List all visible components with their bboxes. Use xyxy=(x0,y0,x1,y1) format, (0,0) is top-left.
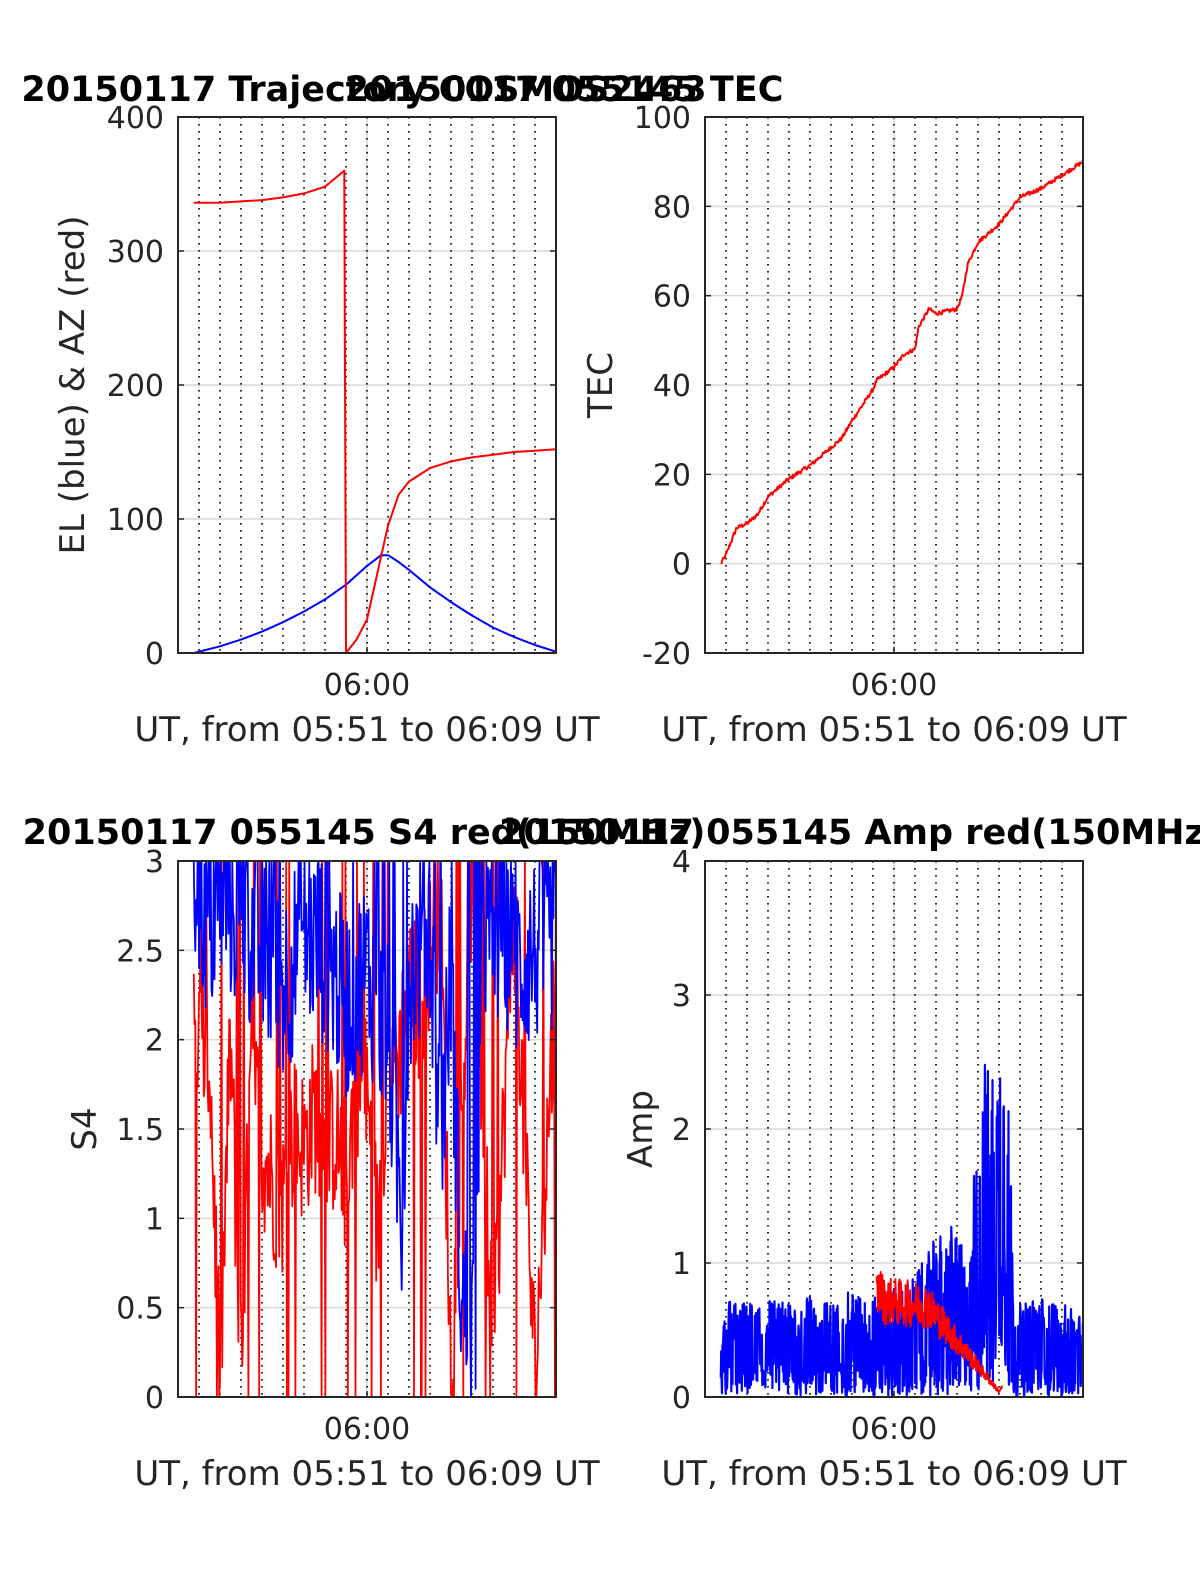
x-axis-label: UT, from 05:51 to 06:09 UT xyxy=(661,1454,1127,1494)
x-tick-label: 06:00 xyxy=(851,1412,937,1447)
y-tick-label: 80 xyxy=(653,190,691,225)
y-tick-label: 3 xyxy=(672,979,691,1014)
y-tick-label: 0 xyxy=(672,548,691,583)
series-line-red xyxy=(720,160,1084,565)
x-tick-label: 06:00 xyxy=(324,668,410,703)
y-tick-label: 0 xyxy=(145,637,164,672)
chart-panel-4: 0 1 2 3 4 06:00 UT, from 05:51 to 06:09 UT Amp 2… xyxy=(499,813,1200,1494)
y-axis-label: EL (blue) & AZ (red) xyxy=(53,215,93,554)
x-axis-label: UT, from 05:51 to 06:09 UT xyxy=(134,710,600,750)
y-tick-label: 20 xyxy=(653,458,691,493)
y-tick-label: 1 xyxy=(145,1202,164,1237)
y-tick-label: 300 xyxy=(107,235,164,270)
series-line-blue xyxy=(719,1063,1084,1399)
y-tick-label: 2 xyxy=(672,1113,691,1148)
y-tick-label: 400 xyxy=(107,101,164,136)
y-axis-label: S4 xyxy=(65,1107,105,1150)
x-tick-label: 06:00 xyxy=(851,668,937,703)
chart-title: 20150117 055145 TEC xyxy=(345,70,784,110)
chart-panel-2: -20 0 20 40 60 80 100 06:00 UT, from 05:51 to 06… xyxy=(345,70,1127,750)
y-tick-label: 60 xyxy=(653,280,691,315)
chart-title: 20150117 055145 S4 red(150MHz) xyxy=(23,813,706,853)
y-tick-label: 1.5 xyxy=(116,1113,164,1148)
series-line-red xyxy=(193,169,557,654)
series-line-red xyxy=(875,1270,1003,1394)
chart-title: 20150117 Trajectory COSMOS2463 xyxy=(21,70,706,110)
y-tick-label: 200 xyxy=(107,369,164,404)
y-tick-label: 2 xyxy=(145,1024,164,1059)
y-tick-label: 3 xyxy=(145,845,164,880)
y-tick-label: 0 xyxy=(145,1381,164,1416)
x-tick-label: 06:00 xyxy=(324,1412,410,1447)
y-tick-label: 1 xyxy=(672,1247,691,1282)
x-axis-label: UT, from 05:51 to 06:09 UT xyxy=(134,1454,600,1494)
y-tick-label: -20 xyxy=(642,637,691,672)
y-axis-label: Amp xyxy=(621,1090,661,1168)
y-tick-label: 0.5 xyxy=(116,1292,164,1327)
chart-panel-3: 0 0.5 1 1.5 2 2.5 3 06:00 UT, from 05:51 to 06:0… xyxy=(23,813,706,1494)
chart-title: 20150117 055145 Amp red(150MHz) xyxy=(499,813,1200,853)
y-tick-label: 100 xyxy=(634,101,691,136)
x-axis-label: UT, from 05:51 to 06:09 UT xyxy=(661,710,1127,750)
y-tick-label: 0 xyxy=(672,1381,691,1416)
y-tick-label: 2.5 xyxy=(116,934,164,969)
y-tick-label: 4 xyxy=(672,845,691,880)
y-tick-label: 40 xyxy=(653,369,691,404)
y-tick-label: 100 xyxy=(107,503,164,538)
series-line-blue xyxy=(193,554,557,654)
y-axis-label: TEC xyxy=(581,352,621,419)
